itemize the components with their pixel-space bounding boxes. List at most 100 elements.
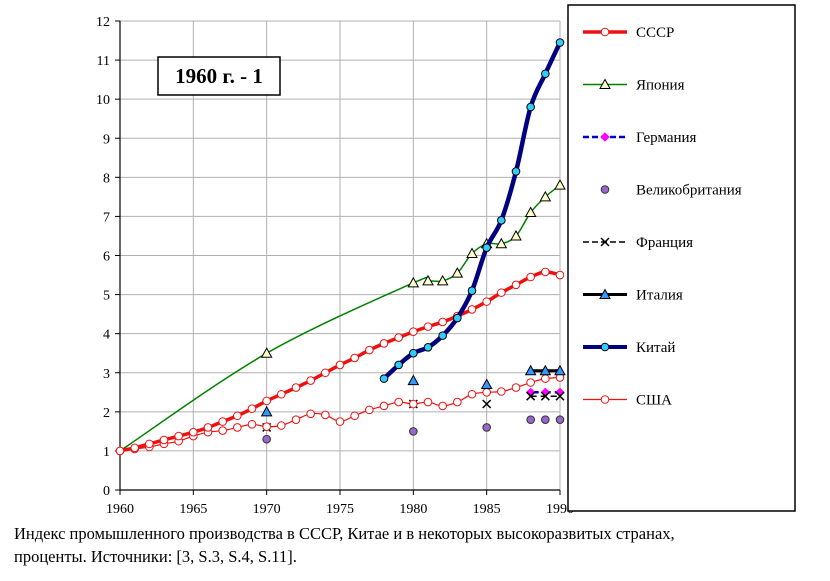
legend-label: Италия	[636, 288, 683, 304]
legend-item-2: Германия	[583, 130, 697, 146]
x-tick-label: 1990	[546, 502, 574, 517]
y-tick-label: 0	[103, 484, 110, 499]
series-1-point	[407, 276, 420, 288]
series-7-point	[526, 378, 535, 387]
series-6-point	[482, 243, 491, 252]
series-3-point	[482, 423, 491, 432]
caption-line-1: Индекс промышленного производства в СССР…	[14, 524, 675, 543]
series-7-point	[350, 411, 359, 421]
series-0-point	[247, 404, 257, 414]
series-0-point	[497, 288, 506, 297]
series-6-point	[379, 374, 389, 383]
series-1-point	[495, 237, 508, 249]
y-tick-label: 10	[96, 93, 110, 108]
y-tick-label: 9	[103, 132, 110, 147]
legend: СССР Япония Германия Великобритания Франция И…	[567, 4, 796, 512]
series-2-point	[555, 387, 565, 397]
series-7-point	[438, 401, 447, 411]
series-0-point	[511, 280, 521, 290]
x-tick-label: 1985	[473, 502, 501, 517]
series-0-point	[423, 322, 433, 331]
series-6-point	[438, 331, 447, 340]
series-6-point	[541, 69, 550, 79]
series-2-point	[540, 387, 551, 397]
series-1	[119, 179, 566, 452]
series-0-point	[291, 383, 301, 392]
series-7-point	[467, 389, 477, 399]
y-tick-label: 8	[103, 171, 110, 186]
series-6	[379, 38, 565, 383]
y-tick-label: 7	[103, 210, 110, 225]
series-0-point	[321, 368, 330, 378]
legend-item-0: СССР	[583, 25, 674, 41]
series-7-point	[218, 426, 227, 435]
series-1-point	[451, 267, 464, 278]
series-4-point	[555, 391, 565, 401]
series-6-point	[423, 343, 433, 352]
series-7-point	[321, 410, 330, 420]
legend-swatch-marker	[600, 27, 610, 37]
series-4-point	[482, 399, 492, 409]
legend-item-3: Великобритания	[600, 183, 742, 199]
legend-swatch-marker	[600, 132, 610, 142]
series-0-point	[526, 272, 535, 282]
series-5-point	[260, 405, 273, 417]
legend-label: Великобритания	[636, 183, 742, 199]
series-0-point	[394, 333, 403, 342]
series-0-point	[130, 443, 139, 453]
series-0-point	[218, 417, 227, 426]
series-7-point	[365, 405, 374, 415]
series-3-point	[555, 415, 565, 424]
annotation-text: 1960 г. - 1	[175, 64, 263, 88]
series-7-point	[453, 397, 462, 407]
series-1-point	[260, 347, 273, 358]
series-0-point	[482, 297, 491, 306]
legend-swatch-marker	[599, 288, 611, 299]
series-0-point	[438, 317, 447, 327]
series-7-point	[262, 422, 271, 431]
legend-item-6: Китай	[583, 340, 675, 356]
series-7-point	[541, 374, 550, 383]
series-7-point	[247, 420, 257, 429]
y-tick-label: 2	[103, 406, 110, 421]
series-0-point	[335, 360, 345, 370]
series-0-point	[350, 353, 359, 363]
series-1-point	[436, 274, 449, 286]
legend-label: Франция	[636, 235, 693, 251]
series-4	[262, 391, 565, 432]
series-2-point	[525, 387, 536, 397]
series-6-point	[467, 286, 477, 295]
caption: Индекс промышленного производства в СССР…	[14, 522, 826, 568]
series-7-point	[394, 397, 403, 407]
y-tick-label: 5	[103, 289, 110, 304]
legend-item-1: Япония	[583, 78, 685, 94]
series-7-point	[409, 399, 418, 409]
series-1-point	[524, 206, 537, 218]
series-6-point	[409, 348, 418, 358]
series-5-point	[524, 364, 537, 376]
series-7-point	[277, 421, 286, 430]
series-0-point	[159, 435, 169, 445]
series-0-point	[203, 423, 213, 432]
series-0-point	[379, 339, 389, 348]
x-tick-label: 1965	[179, 502, 207, 517]
series-3-point	[409, 427, 418, 436]
series-0-point	[174, 431, 183, 441]
y-tick-label: 6	[103, 250, 110, 265]
legend-swatch-marker	[600, 342, 610, 352]
legend-swatch-marker	[600, 237, 610, 247]
series-5-point	[480, 378, 493, 389]
series-6-point	[497, 216, 506, 225]
series-3-point	[262, 434, 271, 444]
series-0-point	[365, 345, 374, 355]
series-7-point	[233, 423, 242, 432]
legend-label: Китай	[636, 340, 675, 356]
series-0-point	[409, 327, 418, 337]
y-tick-label: 11	[97, 54, 110, 69]
legend-item-5: Италия	[583, 288, 683, 304]
series-6-point	[394, 360, 403, 370]
series-3	[262, 415, 565, 444]
x-tick-label: 1975	[326, 502, 354, 517]
series-6-line	[382, 41, 563, 381]
